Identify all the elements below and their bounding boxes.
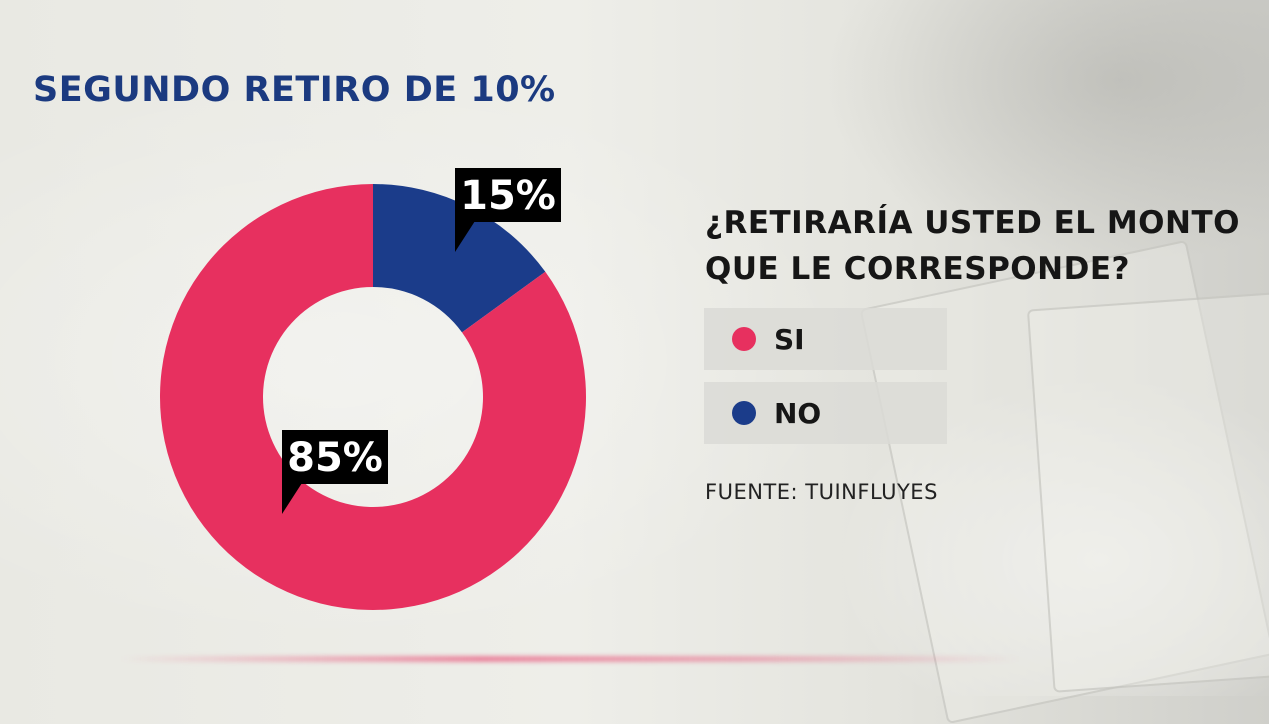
legend-item-no: NO — [704, 382, 947, 444]
legend-label-no: NO — [774, 396, 822, 430]
data-label-no: 15% — [460, 173, 556, 219]
legend-item-si: SI — [704, 308, 947, 370]
legend-swatch-si — [732, 327, 756, 351]
callout-pointer-si — [282, 483, 302, 514]
slice-no — [373, 184, 546, 333]
data-label-si: 85% — [287, 435, 383, 481]
callout-pointer-no — [455, 221, 475, 252]
legend-swatch-no — [732, 401, 756, 425]
chart-title: SEGUNDO RETIRO DE 10% — [33, 70, 556, 110]
callout-no: 15% — [455, 168, 561, 252]
legend: SI NO — [704, 308, 947, 456]
legend-label-si: SI — [774, 322, 805, 356]
donut-chart: 15% 85% — [159, 168, 586, 611]
accent-line — [120, 656, 1020, 662]
callout-box-no — [455, 168, 561, 222]
survey-question: ¿RETIRARÍA USTED EL MONTO QUE LE CORRESP… — [705, 205, 1240, 287]
callout-box-si — [282, 430, 388, 484]
source-note: FUENTE: TUINFLUYES — [705, 480, 938, 504]
slice-si — [159, 184, 586, 611]
callout-si: 85% — [282, 430, 388, 514]
